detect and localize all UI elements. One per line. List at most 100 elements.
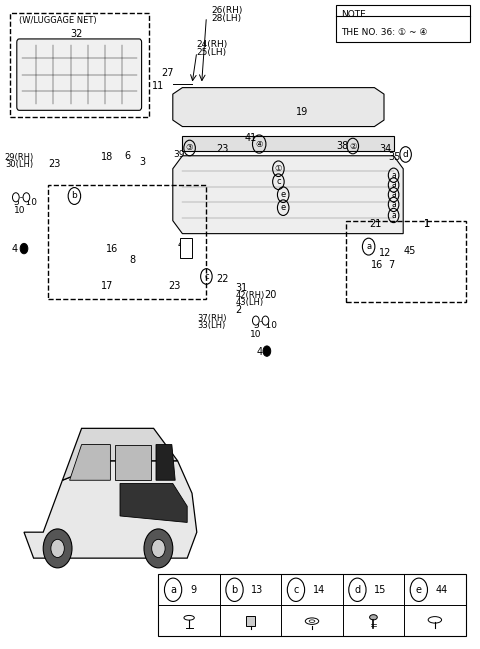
Text: 45: 45 <box>403 246 416 256</box>
Text: 39: 39 <box>173 150 185 159</box>
Text: a: a <box>366 242 371 251</box>
Ellipse shape <box>305 618 319 624</box>
Text: 31: 31 <box>235 282 248 293</box>
Text: 18: 18 <box>101 152 113 162</box>
Text: c: c <box>293 585 299 594</box>
Ellipse shape <box>370 615 377 620</box>
Polygon shape <box>115 445 151 480</box>
Text: 27: 27 <box>162 68 174 78</box>
Text: ②: ② <box>349 141 357 151</box>
Text: 4: 4 <box>256 347 262 357</box>
Circle shape <box>144 529 173 568</box>
Text: 8: 8 <box>130 254 136 265</box>
Text: 23: 23 <box>216 144 228 154</box>
Text: 23: 23 <box>48 158 60 169</box>
Circle shape <box>262 316 269 325</box>
Text: 26(RH): 26(RH) <box>211 6 242 16</box>
Polygon shape <box>182 136 394 151</box>
Text: a: a <box>391 211 396 220</box>
Circle shape <box>51 539 64 557</box>
Text: 10: 10 <box>14 206 26 215</box>
Text: 44: 44 <box>436 585 448 594</box>
Text: b: b <box>72 191 77 201</box>
Polygon shape <box>173 156 403 234</box>
Text: e: e <box>281 203 286 212</box>
Text: 22: 22 <box>216 274 228 284</box>
Circle shape <box>252 316 259 325</box>
Text: 38: 38 <box>336 141 348 151</box>
FancyBboxPatch shape <box>158 574 466 636</box>
Text: a: a <box>391 190 396 199</box>
Text: 16: 16 <box>106 243 118 254</box>
FancyBboxPatch shape <box>17 39 142 110</box>
Circle shape <box>12 193 19 202</box>
Text: c: c <box>276 177 281 186</box>
Text: (W/LUGGAGE NET): (W/LUGGAGE NET) <box>19 16 97 25</box>
Text: 29(RH): 29(RH) <box>5 153 34 162</box>
Text: a: a <box>391 200 396 209</box>
Ellipse shape <box>428 617 442 623</box>
Polygon shape <box>24 461 197 558</box>
Text: 7: 7 <box>388 260 394 270</box>
Text: 25(LH): 25(LH) <box>197 48 227 57</box>
Polygon shape <box>62 428 178 480</box>
Text: 37(RH): 37(RH) <box>197 313 226 323</box>
Text: 9: 9 <box>190 585 196 594</box>
Text: 16: 16 <box>371 260 384 270</box>
Polygon shape <box>173 88 384 127</box>
Text: ①: ① <box>275 164 282 173</box>
Text: 24(RH): 24(RH) <box>197 40 228 49</box>
Text: 41: 41 <box>245 133 257 143</box>
Polygon shape <box>120 484 187 522</box>
Text: 42(RH): 42(RH) <box>235 291 264 300</box>
Text: 4: 4 <box>12 243 17 254</box>
Text: 1: 1 <box>424 219 430 229</box>
Text: 34: 34 <box>379 144 392 154</box>
Text: a: a <box>170 585 176 594</box>
Polygon shape <box>156 445 175 480</box>
Text: 32: 32 <box>71 29 83 39</box>
Text: 14: 14 <box>313 585 325 594</box>
Text: e: e <box>281 190 286 199</box>
Polygon shape <box>70 445 110 480</box>
Text: 1: 1 <box>424 219 430 229</box>
Circle shape <box>20 243 28 254</box>
Text: a: a <box>391 171 396 180</box>
Text: ④: ④ <box>255 140 263 149</box>
Text: 11: 11 <box>152 81 165 91</box>
Text: c: c <box>204 272 209 281</box>
Text: d: d <box>354 585 360 594</box>
Text: 20: 20 <box>264 290 276 300</box>
Circle shape <box>23 193 30 202</box>
Text: 15: 15 <box>374 585 386 594</box>
Text: THE NO. 36: ① ~ ④: THE NO. 36: ① ~ ④ <box>341 28 427 37</box>
Text: b: b <box>231 585 238 594</box>
Text: 5  10: 5 10 <box>254 321 277 330</box>
Text: 28(LH): 28(LH) <box>211 14 241 23</box>
Text: d: d <box>403 150 408 159</box>
Text: 33(LH): 33(LH) <box>197 321 225 330</box>
Text: 17: 17 <box>101 280 113 291</box>
Text: 43(LH): 43(LH) <box>235 298 264 307</box>
Text: 6: 6 <box>125 151 131 161</box>
Text: 19: 19 <box>296 106 309 117</box>
Text: a: a <box>391 180 396 190</box>
Text: 40: 40 <box>178 240 190 251</box>
Text: 23: 23 <box>168 280 180 291</box>
Text: 13: 13 <box>252 585 264 594</box>
Circle shape <box>43 529 72 568</box>
Text: 21: 21 <box>370 219 382 229</box>
Text: NOTE: NOTE <box>341 10 366 19</box>
Circle shape <box>152 539 165 557</box>
FancyBboxPatch shape <box>336 5 470 42</box>
Text: 30(LH): 30(LH) <box>5 160 33 169</box>
Text: 3: 3 <box>139 157 145 167</box>
Circle shape <box>263 346 271 356</box>
Text: ③: ③ <box>186 143 193 153</box>
Text: 5  10: 5 10 <box>14 198 37 207</box>
Text: 35: 35 <box>389 152 401 162</box>
Text: 10: 10 <box>250 330 261 339</box>
FancyBboxPatch shape <box>180 238 192 258</box>
Text: 12: 12 <box>379 248 392 258</box>
FancyBboxPatch shape <box>246 616 255 626</box>
